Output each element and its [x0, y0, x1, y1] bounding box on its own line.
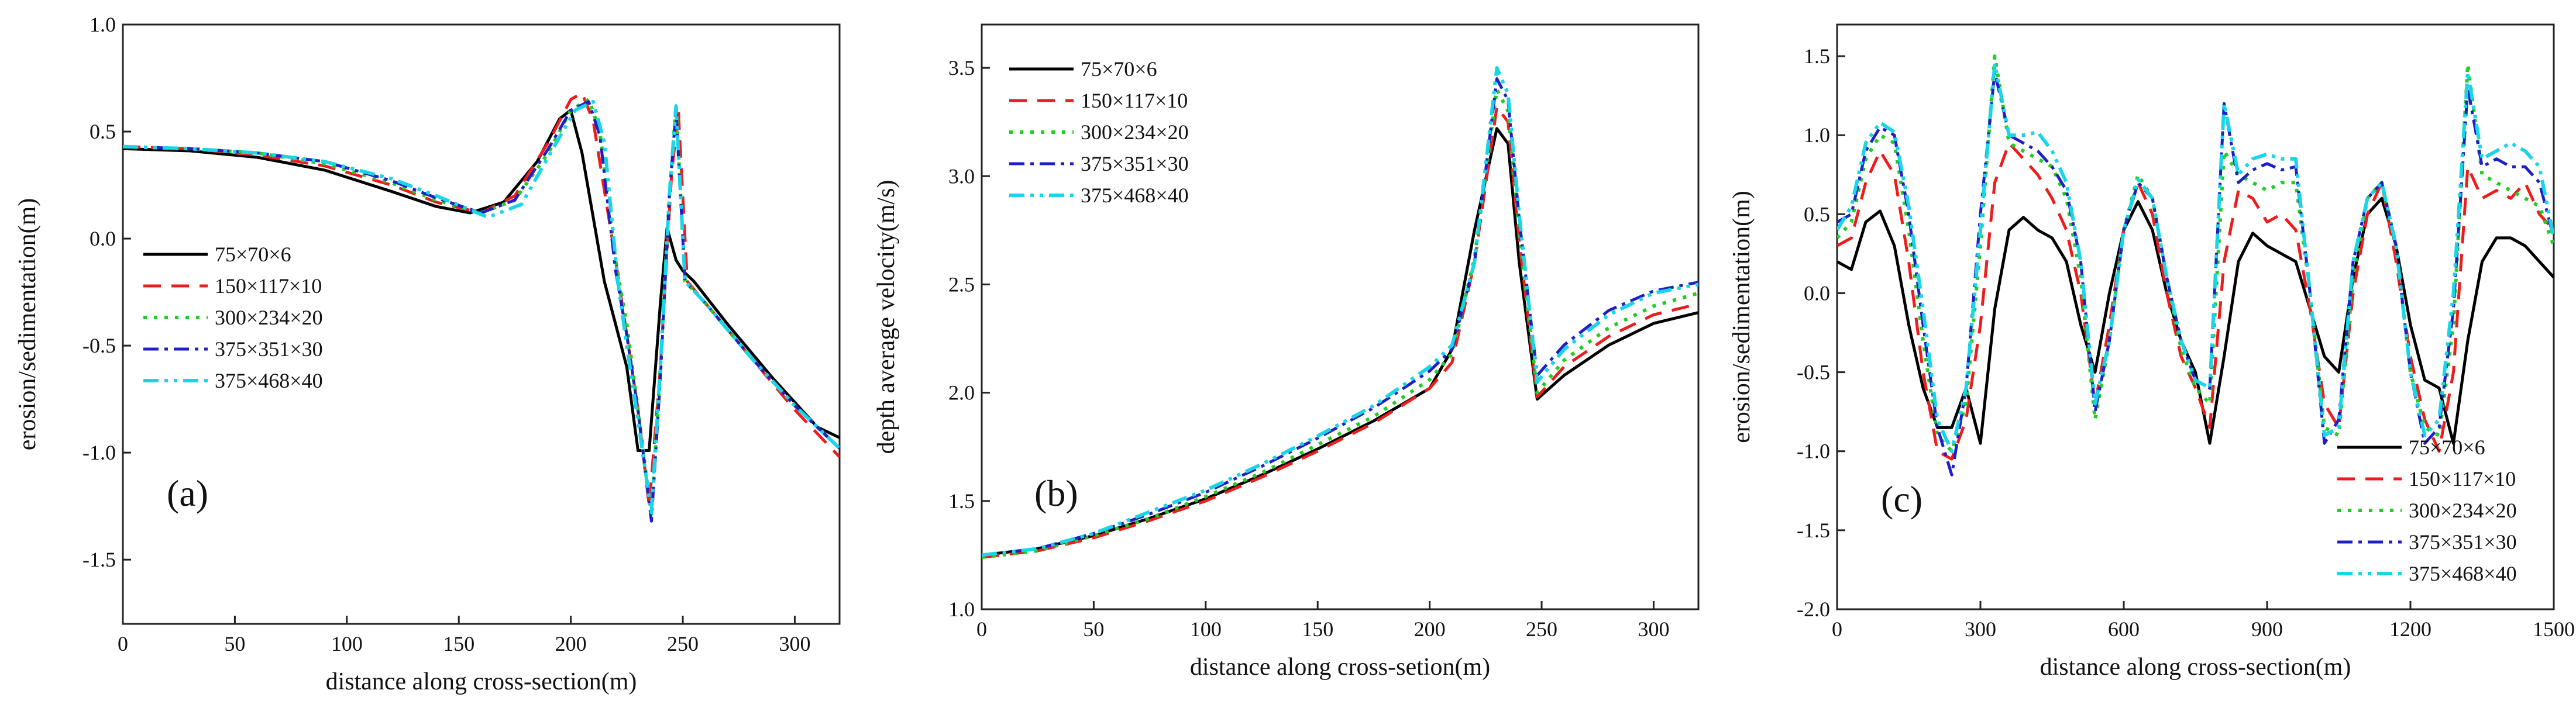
y-tick-label: 0.5: [90, 120, 116, 143]
y-axis-label: erosion/sedimentation(m): [1728, 191, 1755, 443]
x-tick-label: 0: [1832, 617, 1842, 641]
plot-frame: [981, 23, 1700, 610]
legend-label-3: 300×234×20: [215, 306, 323, 329]
x-tick-label: 1500: [2533, 617, 2575, 641]
x-tick-label: 0: [118, 632, 128, 655]
series-line-5: [982, 66, 1698, 557]
legend: 75×70×6 150×117×10 300×234×20 375×351×30 375…: [2337, 436, 2517, 585]
y-tick-label: 0.0: [1804, 281, 1830, 305]
y-tick-label: 1.0: [90, 13, 116, 36]
x-tick-label: 150: [1302, 617, 1333, 641]
y-tick-label: 2.0: [948, 381, 975, 405]
legend-label-3: 300×234×20: [2409, 499, 2517, 522]
x-tick-label: 900: [2251, 617, 2283, 641]
legend-label-2: 150×117×10: [215, 274, 322, 298]
series-group: [1837, 54, 2554, 477]
legend: 75×70×6 150×117×10 300×234×20 375×351×30 375…: [143, 243, 323, 392]
panel-label: (c): [1881, 478, 1922, 520]
legend: 75×70×6 150×117×10 300×234×20 375×351×30 375…: [1009, 57, 1189, 207]
legend-label-5: 375×468×40: [1081, 184, 1189, 207]
x-tick-label: 100: [1190, 617, 1222, 641]
x-tick-label: 50: [224, 632, 245, 655]
series-line-2: [982, 105, 1698, 559]
y-axis-label: depth average velocity(m/s): [873, 180, 900, 454]
plot-frame: [122, 23, 841, 625]
y-tick-label: 2.5: [948, 272, 975, 296]
y-tick-label: 1.0: [948, 598, 975, 621]
y-tick-label: -1.5: [82, 548, 116, 571]
y-tick-label: -1.0: [1797, 440, 1830, 463]
x-tick-label: 200: [555, 632, 587, 655]
x-axis-label: distance along cross-section(m): [326, 668, 637, 695]
series-group: [123, 91, 840, 523]
legend-label-2: 150×117×10: [2409, 467, 2516, 491]
y-tick-label: -2.0: [1797, 598, 1830, 621]
y-tick-label: 1.5: [948, 489, 975, 513]
legend-label-5: 375×468×40: [215, 369, 323, 392]
x-tick-label: 300: [1965, 617, 1996, 641]
x-tick-label: 250: [667, 632, 699, 655]
y-tick-label: -0.5: [1797, 361, 1830, 384]
legend-label-3: 300×234×20: [1081, 120, 1189, 144]
series-line-1: [123, 108, 840, 452]
legend-label-4: 375×351×30: [1081, 152, 1189, 175]
y-tick-label: 0.5: [1804, 202, 1830, 226]
chart-panel-1: 0 50 100 150 200 250 300 1.0 0.5 0.0 -0.5 -1.0 -1.5 d…: [14, 13, 841, 695]
legend-label-4: 375×351×30: [2409, 530, 2517, 554]
x-tick-label: 100: [331, 632, 363, 655]
x-tick-label: 600: [2108, 617, 2140, 641]
series-line-3: [1837, 54, 2554, 453]
x-tick-label: 300: [1638, 617, 1669, 641]
panel-label: (a): [167, 472, 208, 514]
series-line-2: [1837, 141, 2554, 461]
panel-label: (b): [1034, 472, 1078, 514]
series-line-5: [1837, 62, 2554, 453]
y-tick-label: -0.5: [82, 334, 116, 357]
y-tick-label: 1.0: [1804, 123, 1830, 147]
series-line-1: [1837, 196, 2554, 445]
x-tick-label: 50: [1083, 617, 1104, 641]
series-line-4: [1837, 70, 2554, 477]
x-tick-label: 250: [1526, 617, 1557, 641]
y-tick-label: 0.0: [90, 227, 116, 250]
y-tick-label: 3.0: [948, 164, 975, 188]
y-tick-label: 1.5: [1804, 44, 1830, 68]
x-tick-label: 0: [976, 617, 987, 641]
legend-label-5: 375×468×40: [2409, 562, 2517, 585]
legend-label-2: 150×117×10: [1081, 89, 1188, 112]
legend-label-1: 75×70×6: [1081, 57, 1157, 81]
x-tick-label: 300: [779, 632, 810, 655]
legend-label-1: 75×70×6: [2409, 436, 2485, 459]
x-axis-label: distance along cross-section(m): [2040, 654, 2351, 681]
legend-label-4: 375×351×30: [215, 337, 323, 361]
y-tick-label: 3.5: [948, 56, 975, 80]
x-tick-label: 150: [443, 632, 474, 655]
x-tick-label: 200: [1414, 617, 1446, 641]
y-tick-label: -1.0: [82, 441, 116, 464]
chart-panel-3: 0 300 600 900 1200 1500 1.5 1.0 0.5 0.0 -0.5 -1.0 -1…: [1728, 23, 2575, 681]
chart-panel-2: 0 50 100 150 200 250 300 1.0 1.5 2.0 2.5 3.0 3.5 dist…: [873, 23, 1700, 681]
x-tick-label: 1200: [2389, 617, 2431, 641]
series-group: [982, 66, 1698, 560]
y-axis-label: erosion/sedimentation(m): [14, 198, 41, 451]
plot-frame: [1836, 23, 2555, 610]
x-axis-label: distance along cross-setion(m): [1190, 654, 1490, 681]
series-line-5: [123, 99, 840, 515]
series-line-4: [982, 77, 1698, 557]
y-tick-label: -1.5: [1797, 519, 1830, 542]
legend-label-1: 75×70×6: [215, 243, 291, 266]
series-line-3: [982, 88, 1698, 560]
